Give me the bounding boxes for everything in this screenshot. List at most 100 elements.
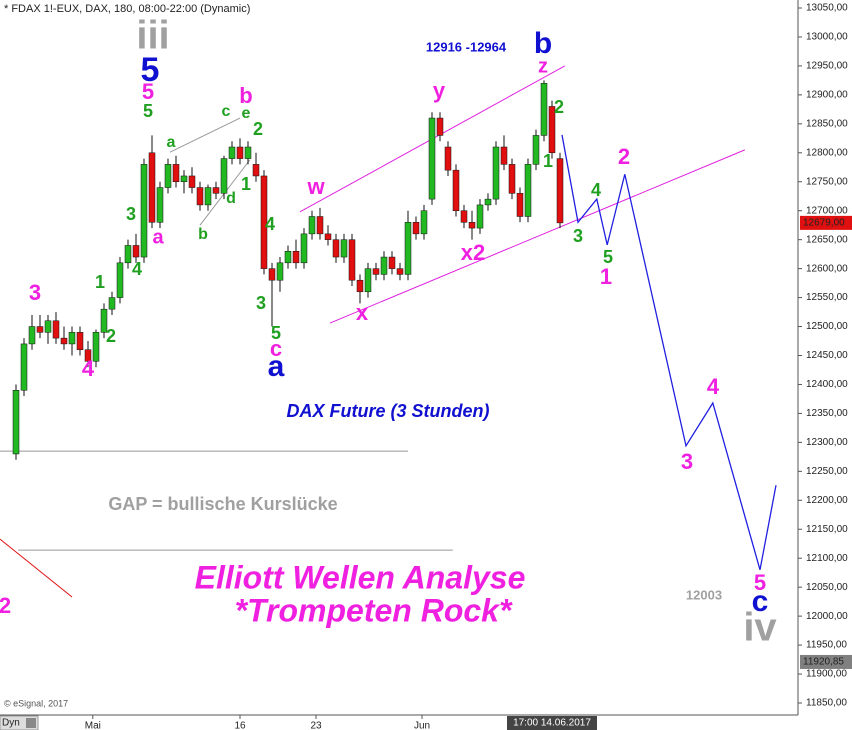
candle-body (196, 187, 204, 206)
interval-label: Dyn (2, 718, 20, 729)
wave-label: *Trompeten Rock* (235, 592, 513, 628)
candle-body (284, 251, 292, 264)
candle-body (484, 198, 492, 206)
wave-label: 12916 -12964 (426, 39, 507, 54)
y-tick-label: 12750,00 (806, 176, 848, 187)
candle-body (356, 279, 364, 293)
candle-body (436, 117, 444, 136)
y-tick-label: 12600,00 (806, 263, 848, 274)
wave-label: 3 (681, 449, 693, 474)
wave-label: c (270, 336, 282, 361)
wave-label: x2 (461, 240, 485, 265)
candle-body (28, 326, 36, 345)
wave-label: 1 (241, 174, 251, 194)
wave-label: c (752, 585, 769, 618)
drawn-line (0, 538, 73, 598)
crosshair-time: 17:00 14.06.2017 (513, 718, 591, 729)
candle-body (404, 222, 412, 275)
candle-body (412, 222, 420, 235)
wave-label: b (198, 226, 208, 243)
wave-label: 4 (265, 214, 275, 234)
y-tick-label: 12300,00 (806, 437, 848, 448)
y-tick-label: 12450,00 (806, 350, 848, 361)
wave-label: x (356, 300, 369, 325)
y-tick-label: 12100,00 (806, 553, 848, 564)
wave-label: a (268, 350, 285, 383)
y-tick-label: 13000,00 (806, 32, 848, 43)
drawn-line (329, 149, 745, 324)
y-tick-label: 12050,00 (806, 582, 848, 593)
candle-body (12, 390, 20, 455)
y-tick-label: 12950,00 (806, 61, 848, 72)
candle-body (300, 233, 308, 264)
wave-label: 5 (141, 51, 160, 89)
header: * FDAX 1!-EUX, DAX, 180, 08:00-22:00 (Dy… (4, 3, 250, 15)
wave-label: 2 (106, 326, 116, 346)
wave-label: b (534, 27, 552, 60)
candle-body (44, 320, 52, 333)
y-tick-label: 12200,00 (806, 495, 848, 506)
wave-label: d (226, 190, 236, 207)
x-tick-label: Mai (85, 721, 101, 730)
wave-label: 5 (143, 101, 153, 121)
copyright: © eSignal, 2017 (4, 698, 68, 708)
y-tick-label: 12900,00 (806, 90, 848, 101)
y-tick-label: 12150,00 (806, 524, 848, 535)
candle-body (388, 256, 396, 269)
candle-body (420, 210, 428, 235)
wave-label: a (152, 226, 164, 248)
y-tick-label: 11950,00 (806, 640, 847, 651)
y-tick-label: 11850,00 (806, 698, 847, 709)
wave-label: 3 (29, 280, 41, 305)
candle-body (132, 245, 140, 258)
wave-label: c (222, 103, 231, 120)
candle-body (252, 164, 260, 177)
candle-body (148, 152, 156, 223)
candle-body (172, 164, 180, 182)
wave-label: 4 (591, 180, 601, 200)
interval-icon[interactable] (26, 718, 36, 728)
wave-label: 3 (126, 204, 136, 224)
candle-body (516, 193, 524, 217)
candle-body (188, 175, 196, 188)
wave-label: e (242, 105, 251, 122)
candle-body (276, 262, 284, 281)
candle-body (156, 187, 164, 223)
wave-label: 2 (253, 119, 263, 139)
candle-body (444, 146, 452, 171)
candle-body (60, 337, 68, 345)
candle-body (212, 187, 220, 194)
candle-body (220, 158, 228, 194)
candle-body (68, 332, 76, 345)
wave-label: 5 (603, 247, 613, 267)
candle-body (76, 332, 84, 350)
wave-label: w (306, 174, 325, 199)
wave-label: GAP = bullische Kurslücke (108, 494, 337, 514)
candle-body (556, 158, 564, 224)
candle-body (268, 268, 276, 281)
wave-label: 4 (707, 374, 720, 399)
crosshair-box (507, 716, 597, 730)
candle-body (236, 146, 244, 159)
candle-body (244, 146, 252, 159)
y-tick-label: 12700,00 (806, 205, 848, 216)
candle-body (164, 164, 172, 188)
y-tick-label: 12850,00 (806, 118, 848, 129)
candle-body (508, 164, 516, 194)
candle-body (316, 216, 324, 235)
candle-body (532, 135, 540, 165)
wave-label: 3 (573, 226, 583, 246)
candle-body (228, 146, 236, 159)
candle-body (428, 117, 436, 200)
wave-label: y (433, 78, 446, 103)
wave-label: DAX Future (3 Stunden) (287, 401, 490, 421)
y-tick-label: 12650,00 (806, 234, 848, 245)
drawn-line (561, 134, 777, 570)
candle-body (292, 251, 300, 264)
wave-label: 5 (754, 570, 766, 595)
wave-label: 2 (554, 97, 564, 117)
candle-body (548, 106, 556, 154)
y-tick-label: 11900,00 (806, 669, 847, 680)
wave-label: iii (136, 14, 169, 58)
